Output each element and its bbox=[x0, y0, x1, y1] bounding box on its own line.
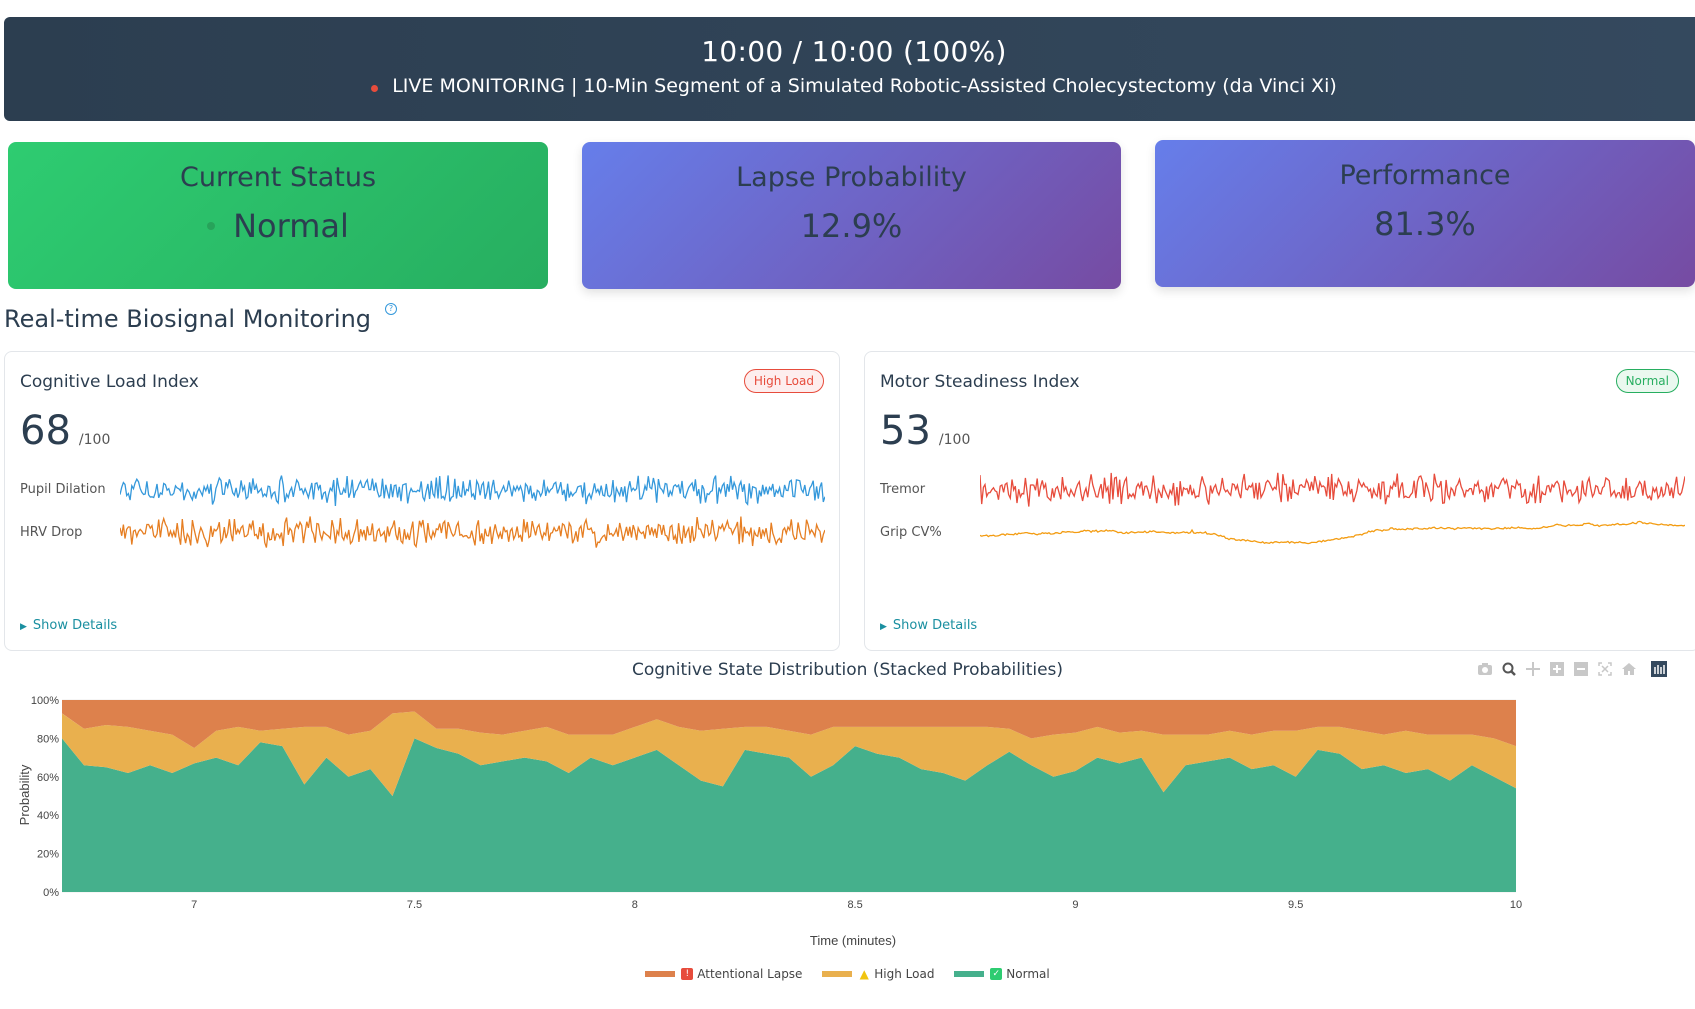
expand-triangle-icon: ▶ bbox=[880, 622, 887, 632]
y-tick-label: 20% bbox=[37, 849, 59, 861]
motor-steadiness-title: Motor Steadiness Index bbox=[880, 372, 1080, 392]
high-load-badge: High Load bbox=[743, 369, 824, 393]
siren-icon: ! bbox=[681, 968, 694, 980]
show-details-label: Show Details bbox=[32, 618, 118, 633]
zoom-in-icon[interactable] bbox=[1545, 660, 1569, 678]
normal-badge: Normal bbox=[1615, 369, 1679, 393]
live-dot-icon bbox=[371, 85, 379, 92]
motor-steadiness-max: /100 bbox=[938, 432, 971, 448]
pupil-dilation-sparkline bbox=[120, 475, 825, 506]
zoom-icon[interactable] bbox=[1497, 660, 1521, 678]
x-tick-label: 9.5 bbox=[1288, 899, 1303, 911]
tremor-label: Tremor bbox=[880, 482, 926, 497]
camera-icon[interactable] bbox=[1473, 660, 1497, 678]
hrv-drop-sparkline bbox=[120, 516, 825, 549]
legend-swatch bbox=[954, 971, 985, 977]
area-attentional-lapse bbox=[62, 700, 1516, 748]
status-card-value: Normal bbox=[233, 207, 349, 245]
sparkline-trace bbox=[980, 472, 1685, 507]
pan-icon[interactable] bbox=[1521, 660, 1545, 678]
cognitive-show-details[interactable]: ▶ Show Details bbox=[20, 618, 117, 633]
stacked-area-chart: 0% 20% 40% 60% 80% 100% 7 7.5 8 8.5 9 9.5 10 Probab… bbox=[17, 695, 1522, 948]
motor-steadiness-value: 53/100 bbox=[880, 408, 970, 454]
subtitle-text: LIVE MONITORING | 10-Min Segment of a Si… bbox=[392, 75, 1337, 97]
status-card-value-row: Normal bbox=[8, 207, 548, 245]
sparkline-trace bbox=[120, 475, 825, 506]
motor-steadiness-number: 53 bbox=[880, 408, 931, 454]
performance-card-title: Performance bbox=[1339, 160, 1511, 191]
legend-swatch bbox=[645, 971, 676, 977]
status-card-title: Current Status bbox=[179, 162, 377, 193]
x-axis-label: Time (minutes) bbox=[810, 933, 896, 948]
legend-item-normal[interactable]: ✓ Normal bbox=[954, 967, 1050, 981]
sparkline-trace bbox=[980, 520, 1685, 545]
lapse-card-title: Lapse Probability bbox=[736, 162, 967, 193]
x-tick-label: 7 bbox=[191, 899, 197, 911]
y-tick-label: 40% bbox=[37, 810, 59, 822]
lapse-card: Lapse Probability 12.9% bbox=[582, 142, 1121, 289]
legend-swatch bbox=[822, 971, 853, 977]
warning-icon: ▲ bbox=[859, 967, 869, 981]
tremor-sparkline bbox=[980, 472, 1685, 507]
y-axis-ticks: 0% 20% 40% 60% 80% 100% bbox=[31, 695, 59, 899]
cognitive-load-title: Cognitive Load Index bbox=[20, 372, 199, 392]
chart-areas bbox=[62, 700, 1516, 892]
plotly-logo-icon[interactable] bbox=[1647, 660, 1671, 678]
monitor-header: 10:00 / 10:00 (100%) LIVE MONITORING | 1… bbox=[4, 17, 1695, 121]
chart-modebar bbox=[1473, 660, 1671, 678]
expand-triangle-icon: ▶ bbox=[20, 622, 27, 632]
x-tick-label: 10 bbox=[1510, 899, 1522, 911]
sparkline-trace bbox=[120, 516, 825, 549]
hrv-drop-label: HRV Drop bbox=[20, 525, 83, 540]
y-tick-label: 0% bbox=[43, 887, 59, 899]
lapse-card-value: 12.9% bbox=[800, 207, 903, 245]
x-tick-label: 9 bbox=[1072, 899, 1078, 911]
y-tick-label: 100% bbox=[31, 695, 59, 707]
chart-title: Cognitive State Distribution (Stacked Pr… bbox=[631, 660, 1064, 680]
legend-label: Normal bbox=[1006, 967, 1050, 981]
cognitive-load-number: 68 bbox=[20, 408, 71, 454]
cognitive-load-max: /100 bbox=[78, 432, 111, 448]
area-normal bbox=[62, 738, 1516, 892]
motor-steadiness-panel: Motor Steadiness Index Normal 53/100 Tre… bbox=[864, 351, 1695, 651]
help-icon[interactable]: ? bbox=[385, 303, 398, 315]
section-title: Real-time Biosignal Monitoring? bbox=[4, 303, 398, 333]
x-axis-ticks: 7 7.5 8 8.5 9 9.5 10 bbox=[191, 899, 1522, 911]
legend-item-lapse[interactable]: ! Attentional Lapse bbox=[645, 967, 802, 981]
y-tick-label: 60% bbox=[37, 772, 59, 784]
chart-legend: ! Attentional Lapse ▲ High Load ✓ Normal bbox=[0, 966, 1695, 981]
autoscale-icon[interactable] bbox=[1593, 660, 1617, 678]
header-subtitle: LIVE MONITORING | 10-Min Segment of a Si… bbox=[4, 75, 1695, 97]
y-tick-label: 80% bbox=[37, 733, 59, 745]
legend-label: High Load bbox=[874, 967, 935, 981]
zoom-out-icon[interactable] bbox=[1569, 660, 1593, 678]
reset-axes-icon[interactable] bbox=[1617, 660, 1641, 678]
x-tick-label: 8 bbox=[632, 899, 638, 911]
x-tick-label: 7.5 bbox=[407, 899, 422, 911]
grip-cv-sparkline bbox=[980, 520, 1685, 545]
performance-card-value: 81.3% bbox=[1374, 205, 1476, 243]
cognitive-load-value: 68/100 bbox=[20, 408, 110, 454]
area-high-load bbox=[62, 711, 1516, 796]
elapsed-time: 10:00 / 10:00 (100%) bbox=[701, 35, 1007, 68]
status-dot-icon bbox=[207, 222, 216, 230]
performance-card: Performance 81.3% bbox=[1155, 140, 1695, 287]
legend-item-high-load[interactable]: ▲ High Load bbox=[822, 967, 934, 981]
section-title-text: Real-time Biosignal Monitoring bbox=[4, 305, 372, 333]
check-icon: ✓ bbox=[990, 968, 1003, 980]
y-axis-label: Probability bbox=[17, 764, 32, 825]
status-card: Current Status Normal bbox=[8, 142, 548, 289]
x-tick-label: 8.5 bbox=[847, 899, 862, 911]
pupil-dilation-label: Pupil Dilation bbox=[20, 482, 106, 497]
show-details-label: Show Details bbox=[892, 618, 978, 633]
grip-cv-label: Grip CV% bbox=[880, 525, 942, 540]
cognitive-load-panel: Cognitive Load Index High Load 68/100 Pu… bbox=[4, 351, 840, 651]
motor-show-details[interactable]: ▶ Show Details bbox=[880, 618, 977, 633]
legend-label: Attentional Lapse bbox=[697, 967, 803, 981]
